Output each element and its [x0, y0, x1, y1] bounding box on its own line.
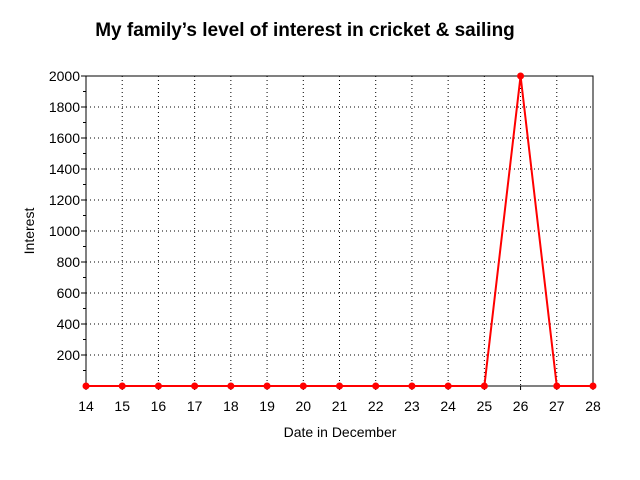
x-tick-label: 28: [585, 398, 601, 414]
data-point: [263, 382, 271, 390]
y-tick-label: 1000: [49, 223, 80, 239]
y-axis-label: Interest: [21, 208, 37, 255]
x-tick-label: 23: [404, 398, 420, 414]
x-tick-label: 22: [368, 398, 384, 414]
x-axis-label: Date in December: [284, 424, 397, 440]
x-tick-label: 25: [477, 398, 493, 414]
x-tick-label: 20: [295, 398, 311, 414]
data-point: [553, 382, 561, 390]
x-tick-label: 14: [78, 398, 94, 414]
data-point: [480, 382, 488, 390]
x-tick-label: 16: [151, 398, 167, 414]
x-tick-label: 19: [259, 398, 275, 414]
y-tick-label: 800: [57, 254, 81, 270]
data-point: [589, 382, 597, 390]
data-point: [444, 382, 452, 390]
y-tick-label: 1200: [49, 192, 80, 208]
data-point: [299, 382, 307, 390]
axis-ticks: 14 15 16 17 18 19 20 21 22 23 24 25 26 27 28 200 400 600 8…: [49, 68, 601, 414]
chart-title: My family’s level of interest in cricket…: [95, 20, 515, 41]
x-tick-label: 17: [187, 398, 203, 414]
y-tick-label: 1400: [49, 161, 80, 177]
data-point: [517, 72, 525, 80]
y-tick-label: 1800: [49, 99, 80, 115]
x-tick-label: 18: [223, 398, 239, 414]
x-tick-label: 15: [114, 398, 130, 414]
y-tick-label: 1600: [49, 130, 80, 146]
data-point: [336, 382, 343, 390]
x-tick-label: 24: [440, 398, 456, 414]
x-tick-label: 27: [549, 398, 565, 414]
series-layer: [82, 72, 597, 390]
data-point: [118, 382, 126, 390]
data-point: [82, 382, 90, 390]
data-point: [408, 382, 416, 390]
y-tick-label: 2000: [49, 68, 80, 84]
data-point: [154, 382, 162, 390]
x-tick-label: 21: [332, 398, 348, 414]
y-tick-label: 200: [57, 347, 81, 363]
x-tick-label: 26: [513, 398, 529, 414]
data-point: [372, 382, 380, 390]
y-tick-label: 400: [57, 316, 81, 332]
y-tick-label: 600: [57, 285, 81, 301]
data-point: [191, 382, 199, 390]
grid-lines: [86, 75, 593, 386]
data-point: [227, 382, 235, 390]
